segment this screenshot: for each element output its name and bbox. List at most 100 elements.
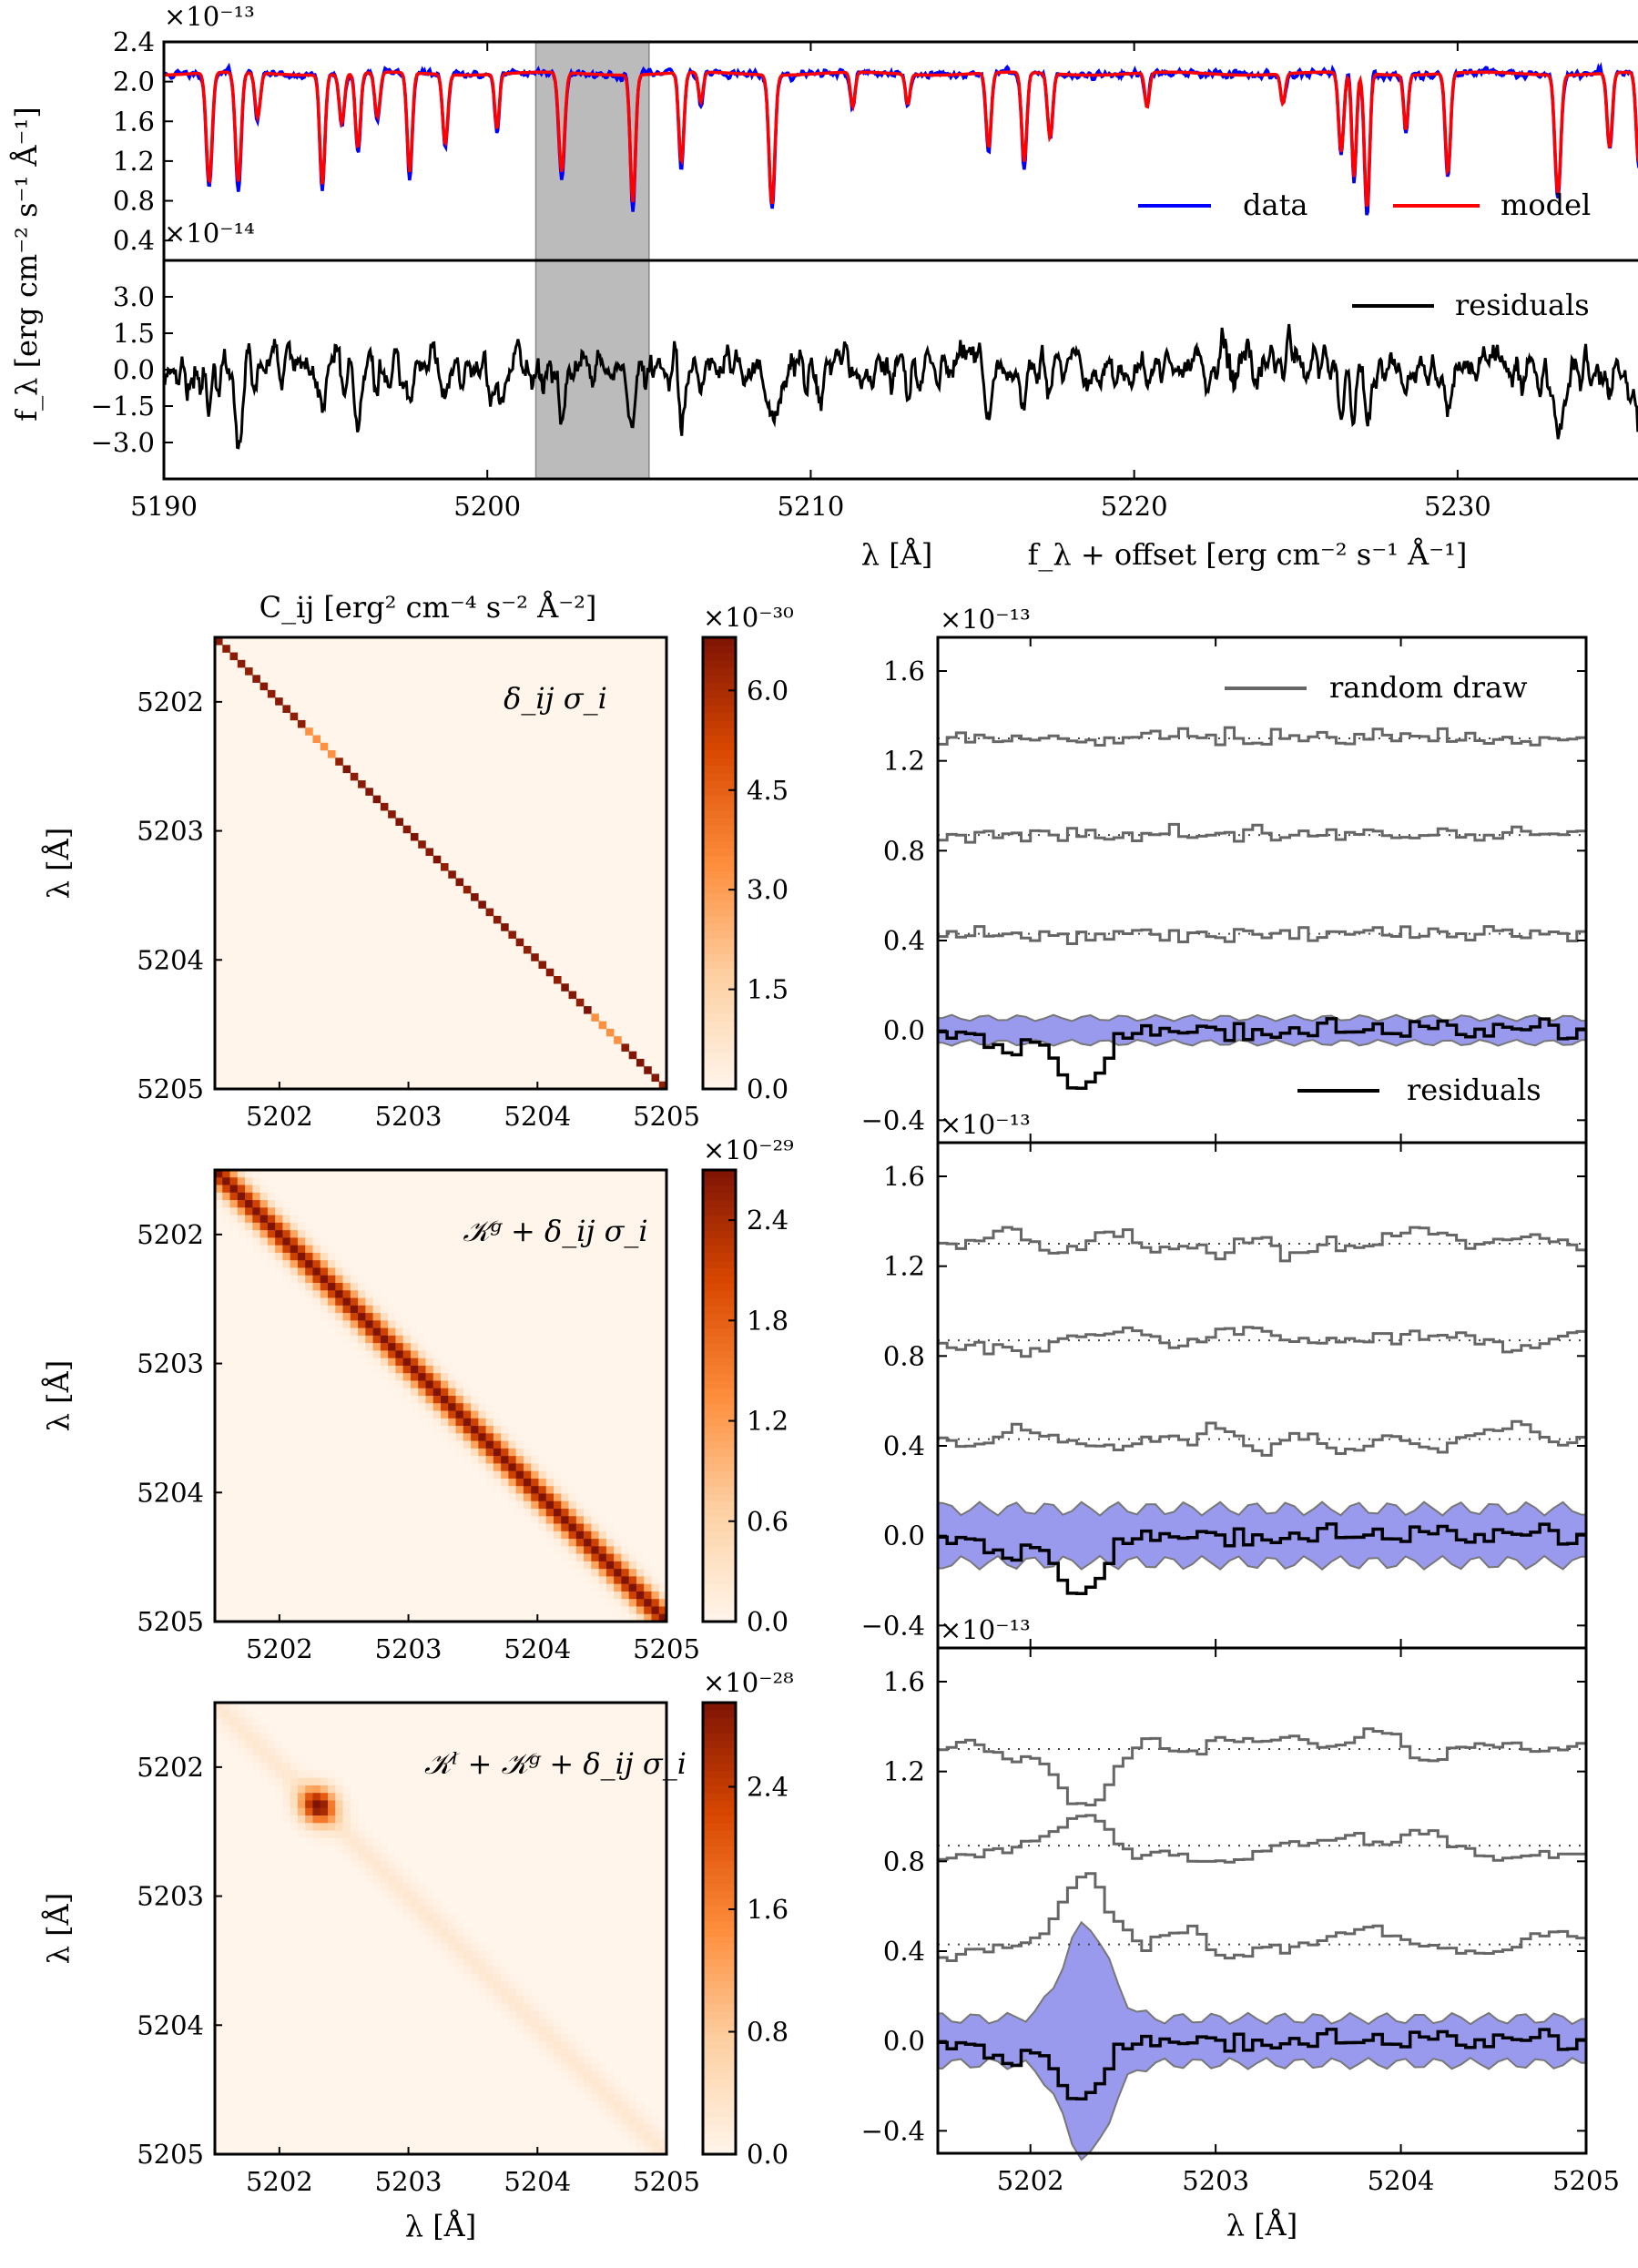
heatmap-cell [215, 1200, 223, 1208]
heatmap-cell [297, 1275, 306, 1284]
heatmap-cell [523, 2003, 532, 2012]
residuals-series-line [163, 323, 1638, 450]
heatmap-cell [245, 1747, 253, 1756]
heatmap-cell [297, 1260, 306, 1268]
heatmap-cell [222, 1170, 230, 1178]
heatmap-cell [365, 1297, 373, 1307]
heatmap-cell [651, 1613, 660, 1622]
heatmap-cell [305, 1777, 313, 1786]
heatmap-cell [463, 1388, 472, 1397]
colorbar-tick-label: 0.0 [747, 1073, 788, 1104]
heatmap-cell [636, 1606, 645, 1615]
colorbar-cell [703, 2079, 736, 2088]
colorbar-cell [703, 1043, 736, 1053]
x-tick-label: 5205 [633, 2166, 700, 2197]
heatmap-cell [328, 1275, 336, 1284]
colorbar-cell [703, 1297, 736, 1307]
heatmap-cell [388, 1853, 396, 1861]
heatmap-cell [380, 1853, 389, 1861]
heatmap-cell [644, 2109, 652, 2117]
heatmap-cell [358, 1860, 366, 1869]
heatmap-cell [402, 1343, 412, 1351]
heatmap-cell [575, 2071, 585, 2080]
y-tick-label: 0.8 [883, 835, 925, 866]
heatmap-cell [388, 1860, 396, 1869]
heatmap-cell [628, 1576, 637, 1584]
heatmap-cell [531, 1478, 539, 1487]
heatmap-cell [380, 1860, 389, 1869]
heatmap-cell [215, 1177, 223, 1185]
colorbar-cell [703, 1710, 736, 1719]
colorbar-tick-label: 2.4 [747, 1205, 788, 1236]
heatmap-cell [312, 1290, 321, 1298]
heatmap-cell [358, 1320, 366, 1328]
heatmap-cell [267, 1200, 276, 1208]
heatmap-cell [342, 1793, 351, 1801]
heatmap-cell [275, 1215, 283, 1224]
heatmap-cell [636, 2139, 645, 2148]
heatmap-cell [432, 1920, 442, 1929]
heatmap-cell [561, 2033, 569, 2042]
heatmap-cell [380, 1846, 389, 1854]
colorbar-cell [703, 1516, 736, 1525]
heatmap-cell [297, 1800, 306, 1809]
heatmap-cell [561, 1553, 569, 1562]
heatmap-cell [245, 1717, 253, 1726]
legend-label-model: model [1501, 188, 1591, 222]
y-tick-label: 1.6 [883, 1161, 925, 1192]
heatmap-cell [584, 1523, 592, 1532]
heatmap-cell [621, 1561, 629, 1570]
colorbar-cell [703, 1509, 736, 1517]
heatmap-cell [591, 2093, 599, 2102]
covariance-label: 𝒦ᵍ + δ_ij σ_i [463, 1214, 647, 1248]
heatmap-cell [402, 1320, 412, 1328]
heatmap-cell [554, 1493, 562, 1502]
heatmap-cell [545, 1478, 554, 1487]
heatmap-cell [372, 1837, 382, 1846]
heatmap-cell [575, 2049, 585, 2057]
heatmap-cell [478, 1958, 486, 1967]
heatmap-cell [297, 1245, 306, 1254]
heatmap-cell [388, 1876, 396, 1884]
colorbar-cell [703, 1823, 736, 1832]
heatmap-cell [621, 2116, 629, 2125]
heatmap-cell [628, 1051, 637, 1060]
heatmap-cell [275, 1747, 283, 1756]
heatmap-cell [395, 1906, 403, 1914]
heatmap-cell [335, 1837, 343, 1846]
heatmap-cell [350, 1290, 359, 1298]
heatmap-cell [402, 1335, 412, 1344]
y-tick-label: 2.0 [113, 66, 155, 97]
heatmap-cell [275, 1754, 283, 1764]
heatmap-cell [598, 1516, 607, 1524]
heatmap-cell [463, 1410, 472, 1419]
heatmap-cell [418, 1890, 426, 1899]
heatmap-cell [493, 1988, 502, 1997]
heatmap-cell [275, 1245, 283, 1254]
heatmap-cell [388, 1373, 396, 1381]
heatmap-cell [275, 1222, 283, 1231]
heatmap-cell [628, 2116, 637, 2125]
heatmap-cell [463, 1418, 472, 1427]
heatmap-cell [523, 1493, 532, 1502]
colorbar-cell [703, 983, 736, 992]
heatmap-cell [282, 1230, 290, 1238]
colorbar-cell [703, 1343, 736, 1351]
heatmap-cell [222, 1215, 230, 1224]
heatmap-cell [554, 2049, 562, 2057]
heatmap-cell [485, 1478, 494, 1487]
heatmap-cell [471, 893, 479, 901]
heatmap-cell [312, 1837, 321, 1846]
colorbar-cell [703, 1599, 736, 1607]
heatmap-cell [485, 1950, 494, 1959]
heatmap-cell [425, 1396, 434, 1404]
colorbar-cell [703, 1410, 736, 1419]
heatmap-cell [584, 2056, 592, 2065]
x-tick-label: 5203 [375, 1101, 443, 1132]
heatmap-cell [312, 1830, 321, 1839]
legend-label-data: data [1243, 188, 1308, 222]
heatmap-cell [478, 1433, 486, 1441]
colorbar-cell [703, 689, 736, 698]
heatmap-cell [455, 1388, 464, 1397]
heatmap-cell [282, 1267, 290, 1276]
